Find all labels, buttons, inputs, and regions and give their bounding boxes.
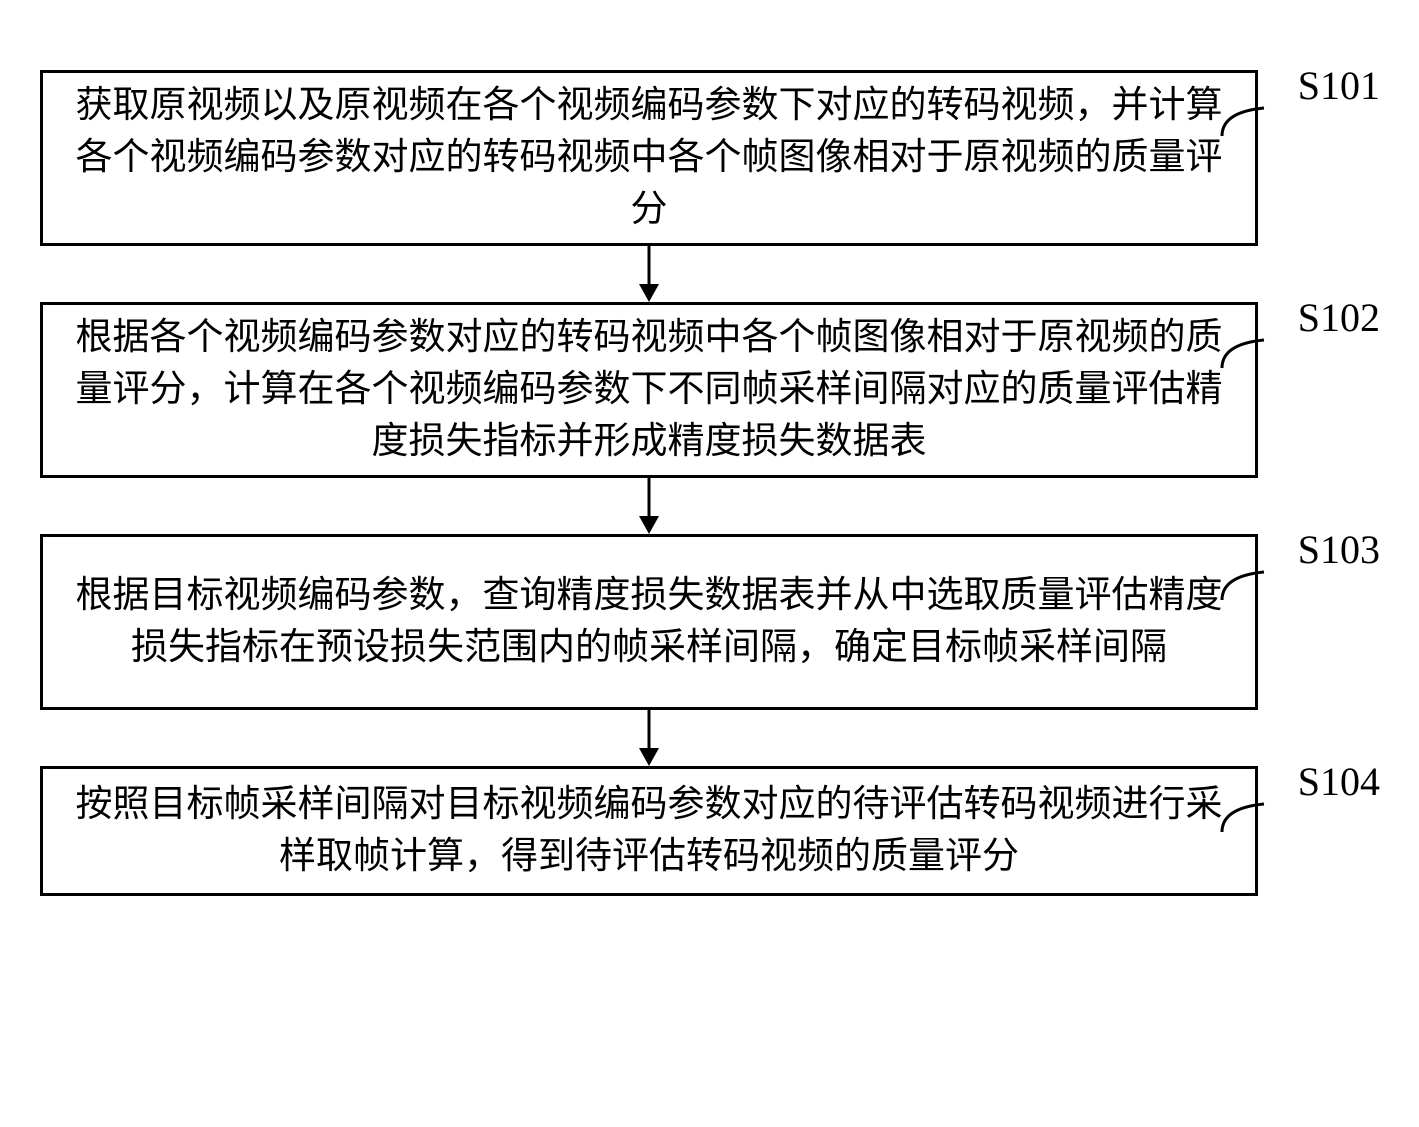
label-connector-icon: [1220, 338, 1268, 370]
step-s103: S103 根据目标视频编码参数，查询精度损失数据表并从中选取质量评估精度损失指标…: [40, 534, 1380, 710]
step-label-s102: S102: [1298, 294, 1380, 341]
label-connector-icon: [1220, 802, 1268, 834]
step-s102: S102 根据各个视频编码参数对应的转码视频中各个帧图像相对于原视频的质量评分，…: [40, 302, 1380, 478]
step-box-s102: 根据各个视频编码参数对应的转码视频中各个帧图像相对于原视频的质量评分，计算在各个…: [40, 302, 1258, 478]
arrow-down-icon: [40, 478, 1258, 534]
step-s104: S104 按照目标帧采样间隔对目标视频编码参数对应的待评估转码视频进行采样取帧计…: [40, 766, 1380, 896]
label-connector-icon: [1220, 570, 1268, 602]
step-s101: S101 获取原视频以及原视频在各个视频编码参数下对应的转码视频，并计算各个视频…: [40, 70, 1380, 246]
flowchart: S101 获取原视频以及原视频在各个视频编码参数下对应的转码视频，并计算各个视频…: [40, 30, 1380, 896]
step-box-s101: 获取原视频以及原视频在各个视频编码参数下对应的转码视频，并计算各个视频编码参数对…: [40, 70, 1258, 246]
step-label-s101: S101: [1298, 62, 1380, 109]
arrow-down-icon: [40, 246, 1258, 302]
step-box-s103: 根据目标视频编码参数，查询精度损失数据表并从中选取质量评估精度损失指标在预设损失…: [40, 534, 1258, 710]
label-connector-icon: [1220, 106, 1268, 138]
step-label-s103: S103: [1298, 526, 1380, 573]
arrow-down-icon: [40, 710, 1258, 766]
step-box-s104: 按照目标帧采样间隔对目标视频编码参数对应的待评估转码视频进行采样取帧计算，得到待…: [40, 766, 1258, 896]
step-label-s104: S104: [1298, 758, 1380, 805]
